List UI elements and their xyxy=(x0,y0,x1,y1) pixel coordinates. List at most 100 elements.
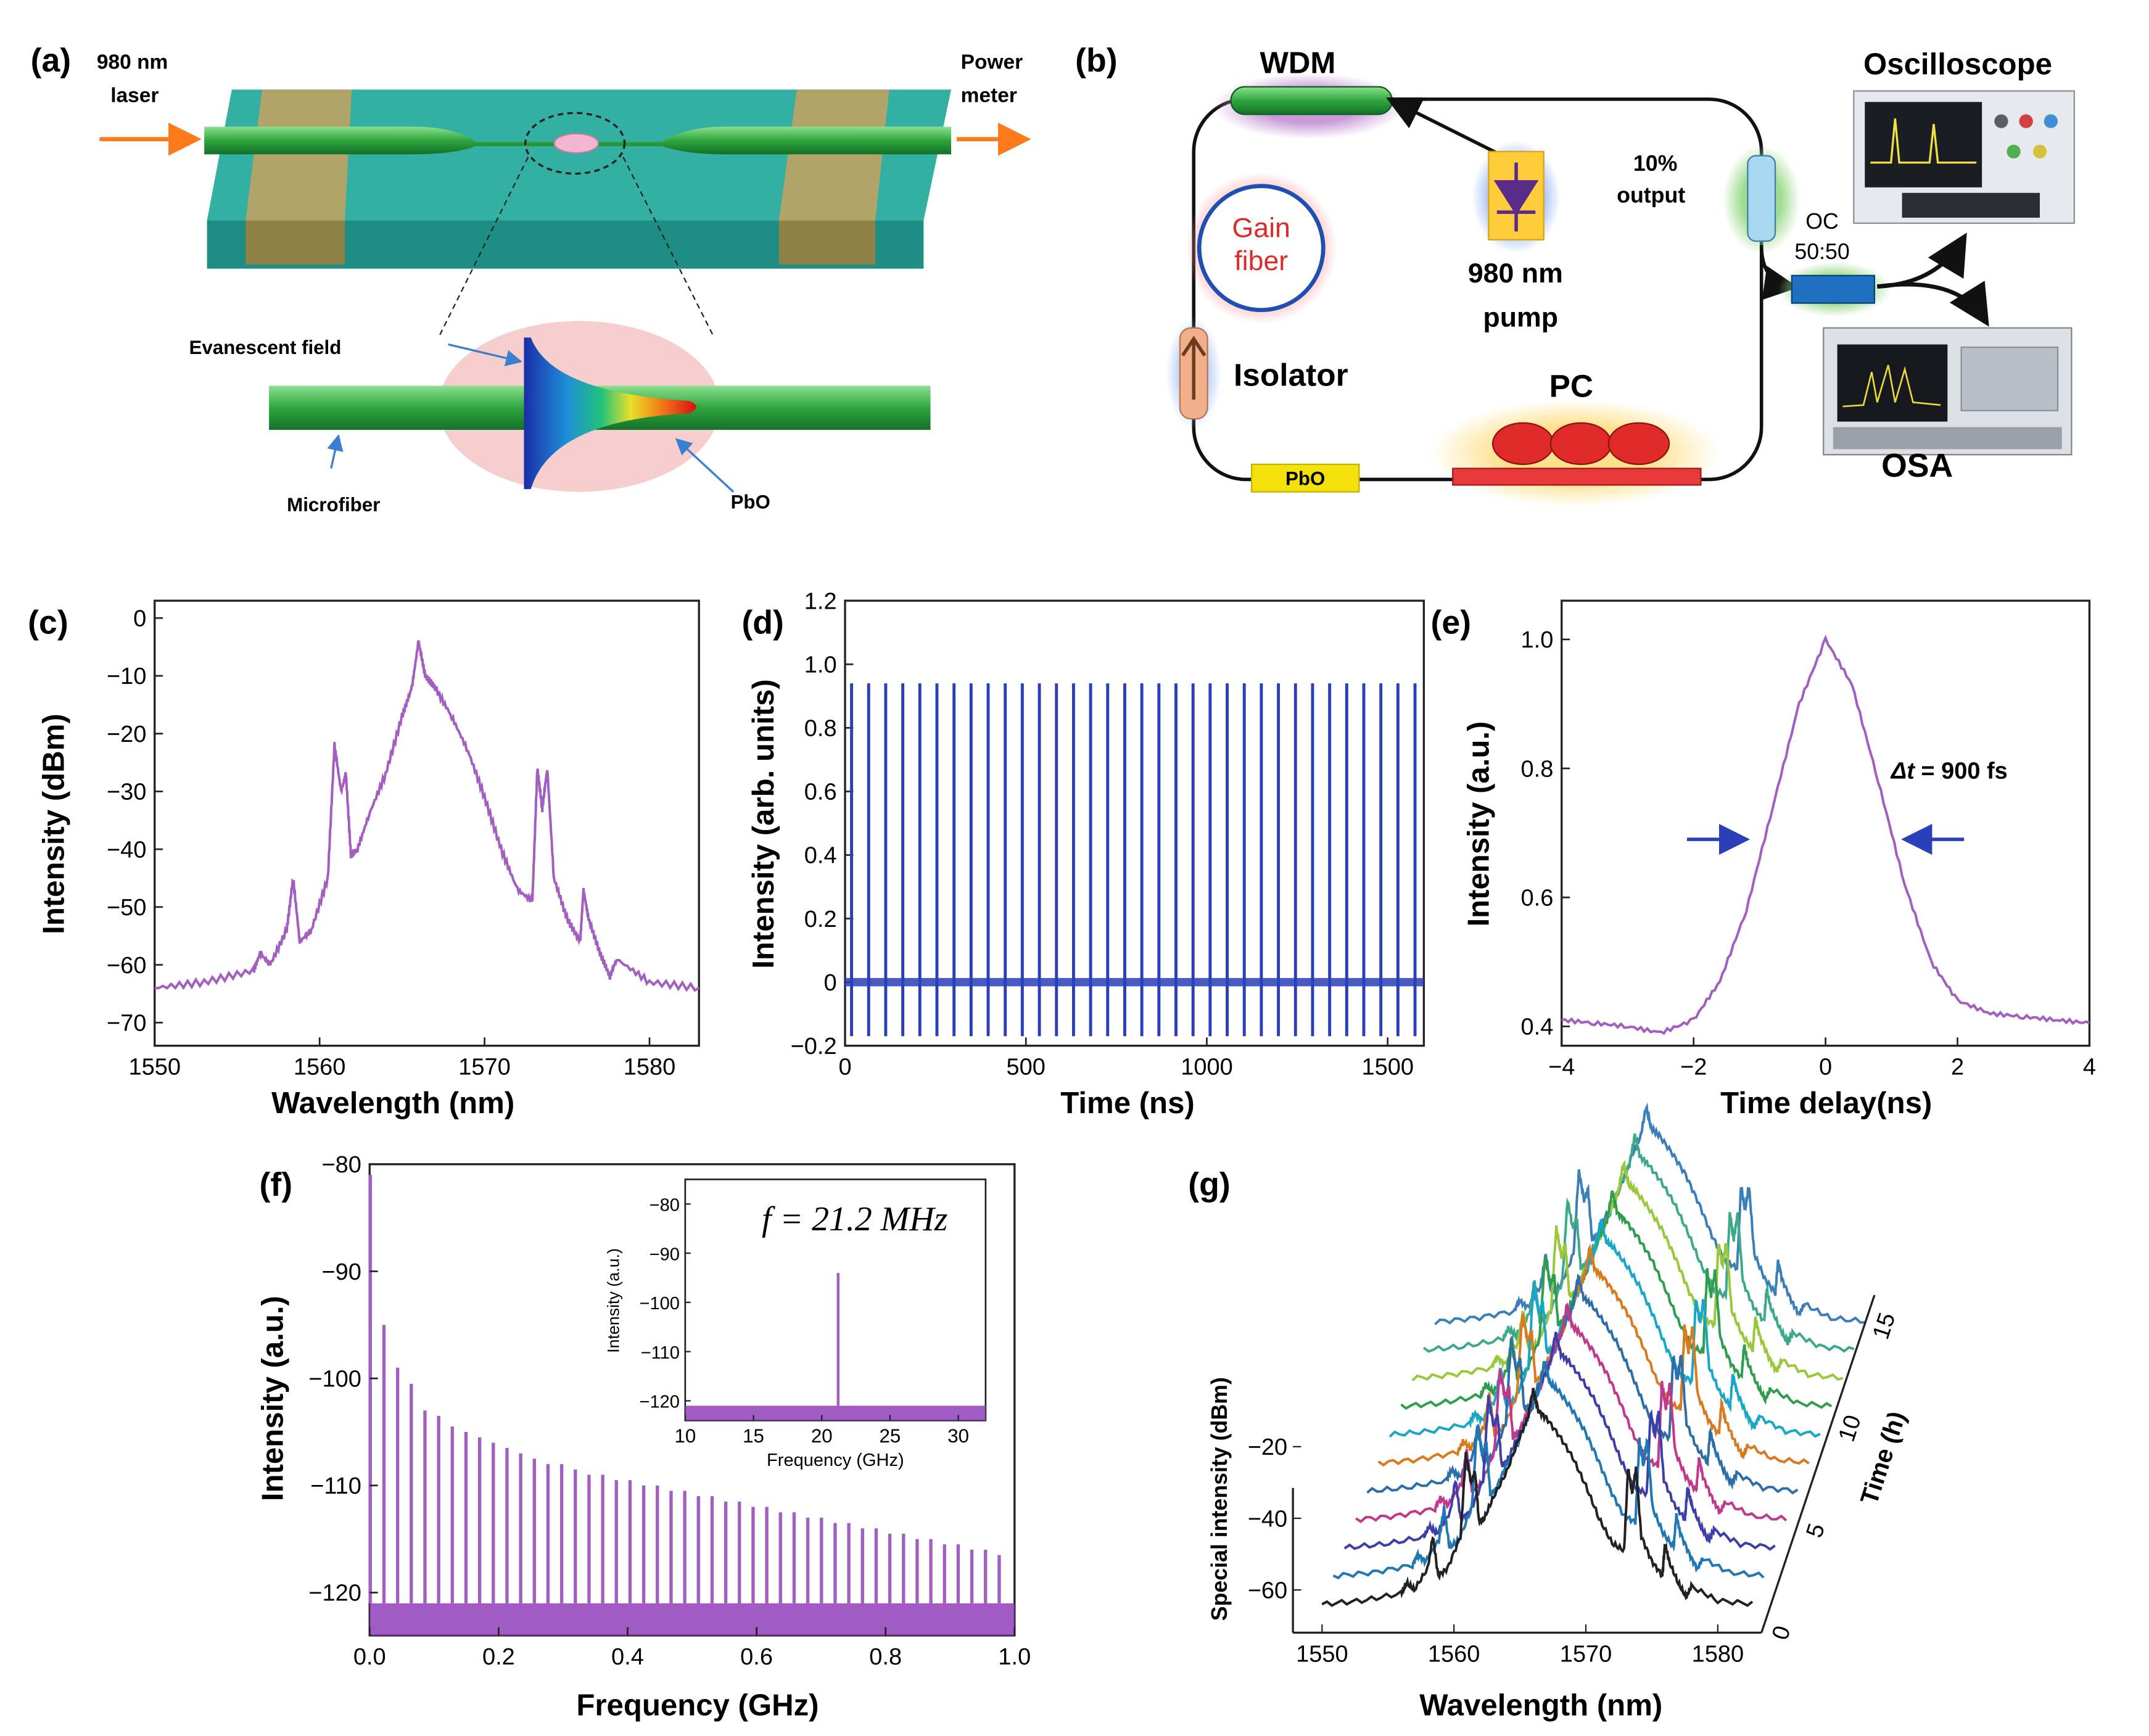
scope-knob-4 xyxy=(2007,144,2021,158)
chart-e-xtick-label: −4 xyxy=(1548,1055,1575,1080)
inset-xlabel: Frequency (GHz) xyxy=(767,1450,904,1470)
chart-f-xtick-label: 0.6 xyxy=(740,1644,773,1670)
chart-f: (f) 0.0 0.2 0.4 0.6 0.8 1.0 −80 −90 −100 −110 −120… xyxy=(256,1152,1031,1722)
wdm-label: WDM xyxy=(1260,46,1335,80)
chart-f-xtick-label: 0.2 xyxy=(482,1644,515,1670)
inset-xtick-label: 30 xyxy=(947,1425,969,1447)
g-xtick-label: 1560 xyxy=(1428,1641,1480,1667)
pc-base xyxy=(1452,467,1702,486)
input-label-line2: laser xyxy=(110,84,159,107)
fwhm-symbol: Δt xyxy=(1890,758,1915,784)
oscilloscope-trace xyxy=(1870,118,1977,164)
output-coupler-label-line1: 10% xyxy=(1633,151,1678,176)
g-ytick-label: −40 xyxy=(1248,1506,1287,1532)
chart-d-xtick-label: 500 xyxy=(1007,1055,1046,1080)
inset-ytick-label: −110 xyxy=(641,1343,680,1363)
mount-right xyxy=(778,89,889,221)
g-z-axis xyxy=(1760,1294,1876,1633)
chart-d-frame xyxy=(844,599,1425,1047)
chart-c-ytick-label: −20 xyxy=(107,722,146,747)
mount-left xyxy=(245,89,352,221)
chart-c-ytick-label: −10 xyxy=(107,664,146,689)
chart-c-frame xyxy=(154,599,700,1047)
tapered-fiber xyxy=(204,126,952,155)
waterfall-trace-0-h xyxy=(1321,1388,1754,1607)
chart-f-xtick-label: 0.8 xyxy=(869,1644,902,1670)
chart-f-ytick-label: −120 xyxy=(308,1581,361,1606)
panel-label-g: (g) xyxy=(1188,1166,1230,1203)
chart-e-ytick-label: 0.8 xyxy=(1521,756,1554,782)
pump-label-line1: 980 nm xyxy=(1468,258,1563,289)
chart-e-series-autocorrelation xyxy=(1561,634,2090,1035)
chart-e-xtick-label: 4 xyxy=(2083,1055,2096,1080)
evanescent-pointer xyxy=(448,343,523,366)
chart-f-series-harmonics xyxy=(368,1175,1001,1603)
isolator-label: Isolator xyxy=(1234,357,1348,393)
pc-paddle-1 xyxy=(1491,422,1554,466)
chart-e-frame xyxy=(1561,599,2091,1047)
oc-label-line1: OC xyxy=(1805,209,1839,234)
chart-g-ylabel: Special intensity (dBm) xyxy=(1207,1377,1232,1621)
output-coupler-label-line2: output xyxy=(1617,183,1685,207)
inset-ytick-label: −90 xyxy=(650,1244,680,1264)
pbo-spot xyxy=(553,133,600,154)
panel-label-d: (d) xyxy=(741,604,783,641)
pc-paddle-3 xyxy=(1607,422,1670,466)
chart-f-xlabel: Frequency (GHz) xyxy=(576,1689,819,1722)
chart-f-inset: 10 15 20 25 30 −80 −90 −100 −110 −120 f = 21.2 MH… xyxy=(604,1179,987,1470)
oscilloscope-base xyxy=(1902,192,2040,218)
isolator-arrow-icon xyxy=(1181,335,1206,400)
zoom-circle xyxy=(524,112,626,175)
inset-noise-floor xyxy=(685,1405,986,1421)
g-ztick-label: 5 xyxy=(1802,1520,1830,1541)
pc-paddle-2 xyxy=(1549,422,1612,466)
chart-c-ytick-label: −30 xyxy=(107,780,146,805)
chart-f-ytick-label: −100 xyxy=(308,1366,361,1392)
panel-label-b: (b) xyxy=(1075,42,1117,79)
gain-fiber-coil xyxy=(1197,184,1326,313)
panel-label-a: (a) xyxy=(31,42,72,79)
chart-f-xtick-label: 0.0 xyxy=(353,1644,386,1670)
noise-floor-band xyxy=(369,1603,1015,1635)
pbo-pointer xyxy=(675,438,735,493)
scope-knob-5 xyxy=(2032,144,2047,158)
chart-f-xtick-label: 1.0 xyxy=(998,1644,1031,1670)
chart-d-ytick-label: 0.6 xyxy=(804,780,837,805)
zoom-line-left xyxy=(437,157,529,338)
output-label-line2: meter xyxy=(961,84,1017,107)
microfiber-pointer xyxy=(327,434,344,469)
chart-e-ytick-label: 0.6 xyxy=(1521,885,1554,911)
pump-diode-icon xyxy=(1493,162,1539,232)
chart-d-xlabel: Time (ns) xyxy=(1060,1087,1195,1120)
chart-e-xlabel: Time delay(ns) xyxy=(1720,1087,1932,1120)
mount-right-front xyxy=(778,220,876,265)
chart-d-ytick-label: 0.2 xyxy=(804,907,837,932)
waterfall-trace-15-h xyxy=(1434,1102,1866,1325)
pc-label: PC xyxy=(1549,368,1593,403)
chart-g-ticks: 1550 1560 1570 1580 −20 −40 −60 0 5 10 15 xyxy=(1248,1294,1900,1667)
output-coupler-body xyxy=(1747,155,1776,242)
g-ztick-label: 0 xyxy=(1767,1623,1796,1643)
waterfall-trace-3-h xyxy=(1343,1331,1776,1551)
inset-ticks: 10 15 20 25 30 −80 −90 −100 −110 −120 xyxy=(640,1195,969,1447)
chart-d-ticks: 0 500 1000 1500−0.200.20.40.60.81.01.2 xyxy=(791,588,1414,1080)
chart-g-xlabel: Wavelength (nm) xyxy=(1419,1689,1662,1722)
chart-f-ylabel: Intensity (a.u.) xyxy=(256,1296,289,1501)
g-ztick-label: 10 xyxy=(1834,1412,1866,1445)
scope-knob-1 xyxy=(1994,114,2008,128)
osa-keypad xyxy=(1960,346,2059,411)
chart-d-ylabel: Intensity (arb. units) xyxy=(747,679,780,969)
chart-f-ytick-label: −90 xyxy=(321,1259,361,1285)
inset-xtick-label: 10 xyxy=(674,1425,696,1447)
chart-d-ytick-label: 0.8 xyxy=(804,716,837,742)
chart-c-xtick-label: 1560 xyxy=(294,1055,345,1080)
scope-knob-3 xyxy=(2044,114,2058,128)
panel-a: (a) 980 nm laser Power meter Evanescent … xyxy=(31,42,1031,516)
oscilloscope-label: Oscilloscope xyxy=(1863,48,2052,81)
wdm-body xyxy=(1230,86,1393,115)
inset-ytick-label: −100 xyxy=(640,1294,680,1314)
pbo-block xyxy=(1250,463,1360,493)
chart-c-ytick-label: −50 xyxy=(107,895,146,921)
osa-trace xyxy=(1842,364,1941,408)
chart-g-waterfall xyxy=(1321,1102,1866,1607)
